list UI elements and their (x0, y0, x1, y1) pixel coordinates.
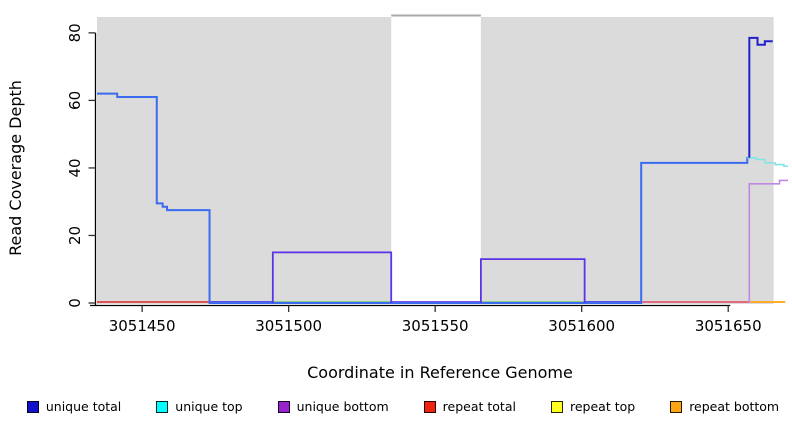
unique-bottom-block-1-line (271, 251, 393, 303)
x-tick-label: 3051600 (548, 317, 615, 335)
legend-label: repeat total (442, 399, 516, 414)
axes-layer: 0 20 40 60 80 3051450 3051500 3051550 3051600 305… (66, 23, 762, 335)
legend-item-unique-bottom: unique bottom (277, 399, 389, 414)
legend-swatch-repeat-top (550, 400, 563, 413)
legend-label: unique bottom (296, 399, 389, 414)
legend-item-unique-top: unique top (156, 399, 243, 414)
series-layer (97, 36, 788, 304)
legend-item-repeat-total: repeat total (423, 399, 516, 414)
legend: unique total unique top unique bottom repea… (0, 390, 792, 432)
y-tick-label: 60 (66, 91, 84, 110)
y-tick-label: 20 (66, 226, 84, 245)
unique-bottom-block-2-line (479, 258, 586, 303)
x-axis-label: Coordinate in Reference Genome (307, 363, 573, 382)
y-axis-label: Read Coverage Depth (6, 80, 25, 256)
legend-swatch-repeat-bottom (670, 400, 683, 413)
legend-label: unique total (45, 399, 122, 414)
background-band (97, 17, 392, 304)
unique-bottom-right-line (748, 179, 788, 303)
legend-swatch-unique-bottom (277, 400, 290, 413)
background-band (480, 17, 774, 304)
legend-swatch-unique-total (26, 400, 39, 413)
y-tick-label: 80 (66, 23, 84, 42)
legend-label: unique top (175, 399, 243, 414)
x-tick-label: 3051500 (255, 317, 322, 335)
legend-label: repeat top (569, 399, 636, 414)
unique-total-main-line (97, 92, 750, 304)
y-tick-label: 40 (66, 158, 84, 177)
legend-item-unique-total: unique total (26, 399, 122, 414)
coverage-chart: 0 20 40 60 80 3051450 3051500 3051550 3051600 305… (6, 14, 788, 382)
legend-item-repeat-bottom: repeat bottom (670, 399, 779, 414)
unique-total-peak-line (748, 36, 773, 158)
x-tick-label: 3051650 (695, 317, 762, 335)
y-tick-label: 0 (66, 298, 84, 308)
legend-swatch-repeat-total (423, 400, 436, 413)
legend-label: repeat bottom (689, 399, 780, 414)
background-bands-layer (97, 14, 774, 304)
unique-top-right-line (747, 157, 788, 168)
legend-item-repeat-top: repeat top (550, 399, 636, 414)
x-tick-label: 3051550 (402, 317, 469, 335)
x-tick-label: 3051450 (109, 317, 176, 335)
legend-swatch-unique-top (156, 400, 169, 413)
